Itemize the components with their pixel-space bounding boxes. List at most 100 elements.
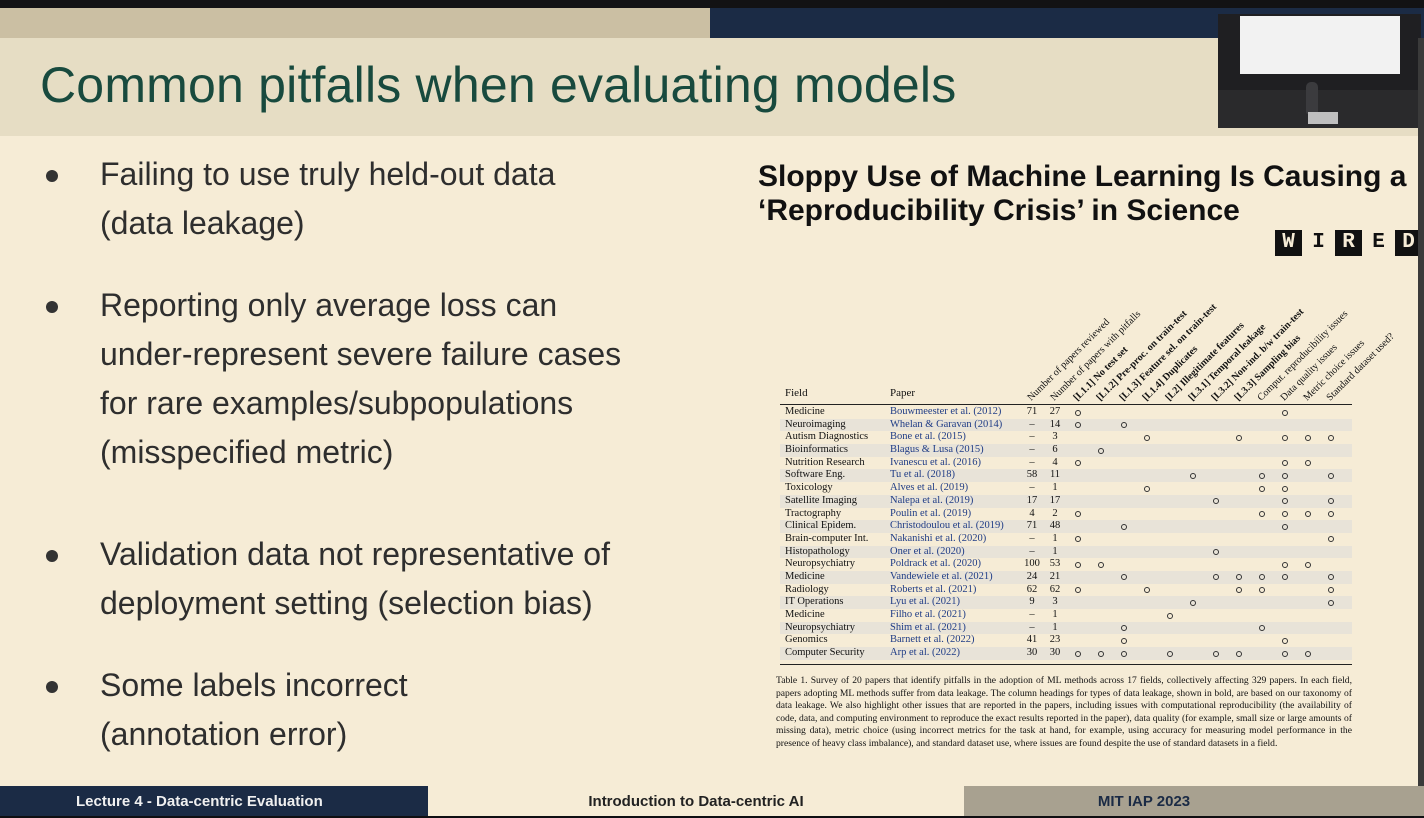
- issue-mark-icon: [1075, 536, 1081, 543]
- row-field: Autism Diagnostics: [785, 431, 869, 443]
- issue-mark-icon: [1282, 485, 1288, 492]
- table-row: Genomics Barnett et al. (2022) 41 23: [780, 634, 1352, 647]
- issue-mark-icon: [1190, 599, 1196, 606]
- table-row: Histopathology Oner et al. (2020) – 1: [780, 545, 1352, 559]
- projector-screen: [1240, 16, 1400, 74]
- row-paper-link[interactable]: Blagus & Lusa (2015): [890, 444, 984, 456]
- row-paper-link[interactable]: Tu et al. (2018): [890, 469, 955, 481]
- issue-mark-icon: [1213, 650, 1219, 657]
- issue-mark-icon: [1328, 498, 1334, 505]
- row-papers-with-pitfalls: 17: [1049, 494, 1061, 506]
- table-column-headers: Number of papers reviewed Number of paper…: [772, 276, 1397, 404]
- bullet-line: Reporting only average loss can: [100, 287, 558, 323]
- issue-mark-icon: [1121, 422, 1127, 429]
- bullet-line: under-represent severe failure cases: [100, 336, 622, 372]
- row-papers-reviewed: 71: [1026, 520, 1038, 532]
- bullet-text: Failing to use truly held-out data (data …: [100, 150, 730, 248]
- row-field: Neuroimaging: [785, 418, 846, 430]
- table-row: Brain-computer Int. Nakanishi et al. (202…: [780, 533, 1352, 546]
- row-paper-link[interactable]: Filho et al. (2021): [890, 609, 966, 620]
- row-field: Medicine: [785, 609, 825, 620]
- row-papers-reviewed: 71: [1026, 406, 1038, 417]
- row-field: Medicine: [785, 570, 825, 582]
- issue-mark-icon: [1075, 561, 1081, 568]
- row-paper-link[interactable]: Shim et al. (2021): [890, 621, 966, 633]
- issue-mark-icon: [1236, 434, 1242, 441]
- row-papers-reviewed: 30: [1026, 647, 1038, 659]
- row-papers-with-pitfalls: 11: [1049, 469, 1061, 481]
- row-papers-with-pitfalls: 53: [1049, 558, 1061, 570]
- row-papers-reviewed: 41: [1026, 634, 1038, 646]
- speaker-figure: [1306, 82, 1318, 114]
- issue-mark-icon: [1098, 561, 1104, 568]
- issue-mark-icon: [1259, 587, 1265, 594]
- row-field: Software Eng.: [785, 469, 846, 481]
- row-papers-with-pitfalls: 62: [1049, 583, 1061, 595]
- bullet-line: deployment setting (selection bias): [100, 585, 593, 621]
- row-paper-link[interactable]: Lyu et al. (2021): [890, 596, 960, 608]
- footer-course: Introduction to Data-centric AI: [428, 786, 964, 816]
- issue-mark-icon: [1305, 434, 1311, 441]
- row-paper-link[interactable]: Alves et al. (2019): [890, 482, 969, 494]
- row-paper-link[interactable]: Barnett et al. (2022): [890, 634, 975, 646]
- row-paper-link[interactable]: Oner et al. (2020): [890, 545, 965, 557]
- bullet-line: (annotation error): [100, 716, 348, 752]
- issue-mark-icon: [1075, 409, 1081, 416]
- issue-mark-icon: [1328, 587, 1334, 594]
- table-row: Nutrition Research Ivanescu et al. (2016)…: [780, 457, 1352, 470]
- bullet-text: Reporting only average loss can under-rep…: [100, 281, 730, 477]
- issue-mark-icon: [1282, 409, 1288, 416]
- table-row: Autism Diagnostics Bone et al. (2015) – 3: [780, 431, 1352, 444]
- issue-mark-icon: [1282, 498, 1288, 505]
- row-paper-link[interactable]: Bone et al. (2015): [890, 431, 966, 443]
- table-row: IT Operations Lyu et al. (2021) 9 3: [780, 596, 1352, 609]
- issue-mark-icon: [1213, 498, 1219, 505]
- issue-mark-icon: [1328, 536, 1334, 543]
- slide-content: [0, 136, 1424, 786]
- row-field: Computer Security: [785, 647, 865, 659]
- bullet-line: for rare examples/subpopulations: [100, 385, 574, 421]
- issue-mark-icon: [1259, 511, 1265, 517]
- row-paper-link[interactable]: Bouwmeester et al. (2012): [890, 406, 1002, 417]
- row-papers-with-pitfalls: 6: [1052, 444, 1058, 456]
- row-field: IT Operations: [785, 596, 844, 608]
- table-row: Software Eng. Tu et al. (2018) 58 11: [780, 469, 1352, 483]
- bullet-text: Some labels incorrect (annotation error): [100, 661, 730, 759]
- row-paper-link[interactable]: Poldrack et al. (2020): [890, 558, 981, 570]
- footer-lecture: Lecture 4 - Data-centric Evaluation: [0, 786, 428, 816]
- row-paper-link[interactable]: Christodoulou et al. (2019): [890, 520, 1004, 532]
- podium: [1308, 112, 1338, 124]
- row-papers-reviewed: 58: [1026, 469, 1038, 481]
- title-band: [0, 38, 1424, 136]
- bullet-dot-icon: [46, 301, 58, 313]
- bullet-line: Some labels incorrect: [100, 667, 408, 703]
- bullet-line: (data leakage): [100, 205, 305, 241]
- table-row: Radiology Roberts et al. (2021) 62 62: [780, 584, 1352, 597]
- row-field: Genomics: [785, 634, 828, 646]
- row-paper-link[interactable]: Nakanishi et al. (2020): [890, 532, 987, 544]
- row-field: Brain-computer Int.: [785, 532, 869, 544]
- wired-logo-letter: E: [1372, 231, 1385, 254]
- wired-logo-letter: D: [1395, 230, 1422, 256]
- row-papers-reviewed: –: [1029, 621, 1035, 633]
- issue-mark-icon: [1167, 650, 1173, 657]
- table-row: Computer Security Arp et al. (2022) 30 30: [780, 647, 1352, 660]
- issue-mark-icon: [1328, 472, 1334, 479]
- row-papers-reviewed: 17: [1026, 494, 1038, 506]
- row-paper-link[interactable]: Nalepa et al. (2019): [890, 494, 974, 506]
- row-papers-reviewed: –: [1029, 609, 1035, 620]
- issue-mark-icon: [1305, 650, 1311, 657]
- row-paper-link[interactable]: Roberts et al. (2021): [890, 583, 977, 595]
- row-paper-link[interactable]: Whelan & Garavan (2014): [890, 418, 1003, 430]
- row-paper-link[interactable]: Vandewiele et al. (2021): [890, 570, 993, 582]
- issue-mark-icon: [1282, 561, 1288, 568]
- row-paper-link[interactable]: Ivanescu et al. (2016): [890, 456, 981, 468]
- row-paper-link[interactable]: Poulin et al. (2019): [890, 507, 972, 519]
- row-paper-link[interactable]: Arp et al. (2022): [890, 647, 960, 659]
- table-row: Neuropsychiatry Shim et al. (2021) – 1: [780, 621, 1352, 635]
- issue-mark-icon: [1213, 549, 1219, 556]
- table-body: Medicine Bouwmeester et al. (2012) 71 27 Neu…: [780, 406, 1352, 660]
- issue-mark-icon: [1282, 434, 1288, 441]
- table-row: Bioinformatics Blagus & Lusa (2015) – 6: [780, 444, 1352, 457]
- row-field: Bioinformatics: [785, 444, 848, 456]
